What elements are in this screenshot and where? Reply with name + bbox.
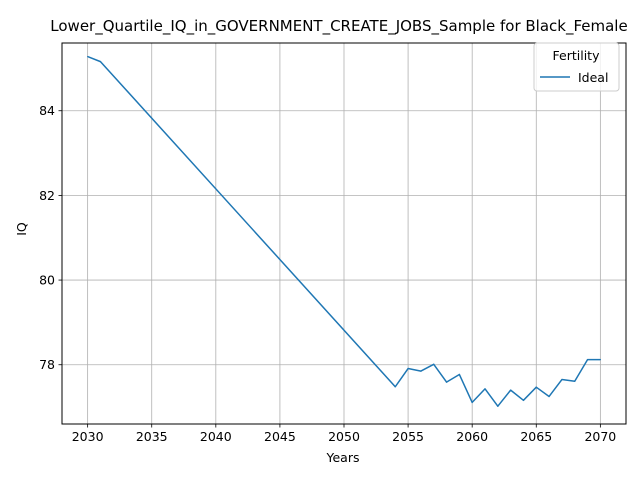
x-tick-label: 2040 xyxy=(200,429,232,444)
x-tick-label: 2055 xyxy=(392,429,424,444)
data-point xyxy=(574,380,576,382)
x-axis-ticks: 2030 2035 2040 2045 2050 2055 2060 2065 2070 xyxy=(72,424,616,444)
x-tick-label: 2030 xyxy=(72,429,104,444)
data-point xyxy=(87,55,89,58)
y-tick-label: 82 xyxy=(39,188,55,203)
data-point xyxy=(484,388,486,390)
x-axis-label: Years xyxy=(326,450,360,465)
x-tick-label: 2070 xyxy=(584,429,616,444)
y-tick-label: 84 xyxy=(39,103,55,118)
data-point xyxy=(548,395,550,398)
data-point xyxy=(99,61,102,63)
legend-box xyxy=(533,42,620,92)
y-tick-label: 80 xyxy=(39,273,55,288)
data-point xyxy=(433,363,435,365)
y-axis-ticks: 78 80 82 84 xyxy=(39,103,62,372)
data-point xyxy=(458,373,460,376)
legend-label-ideal: Ideal xyxy=(578,70,608,85)
data-point xyxy=(599,359,601,361)
series-lines xyxy=(87,55,601,407)
x-tick-label: 2035 xyxy=(136,429,168,444)
data-point xyxy=(394,386,396,388)
data-point xyxy=(561,378,563,381)
data-point xyxy=(407,367,409,370)
data-point xyxy=(497,405,499,407)
data-point xyxy=(471,401,473,404)
legend: Fertility Ideal xyxy=(533,42,620,92)
data-point xyxy=(510,389,512,391)
data-point xyxy=(586,359,589,361)
y-axis-label: IQ xyxy=(14,222,29,236)
data-point xyxy=(535,386,537,388)
x-tick-label: 2060 xyxy=(456,429,488,444)
data-point xyxy=(445,381,448,383)
chart-title: Lower_Quartile_IQ_in_GOVERNMENT_CREATE_J… xyxy=(50,17,627,36)
data-point xyxy=(522,399,525,401)
data-point xyxy=(420,370,422,372)
legend-title: Fertility xyxy=(553,48,601,63)
x-tick-label: 2050 xyxy=(328,429,360,444)
y-tick-label: 78 xyxy=(39,357,55,372)
x-tick-label: 2045 xyxy=(264,429,296,444)
grid-lines xyxy=(62,43,626,424)
x-tick-label: 2065 xyxy=(520,429,552,444)
